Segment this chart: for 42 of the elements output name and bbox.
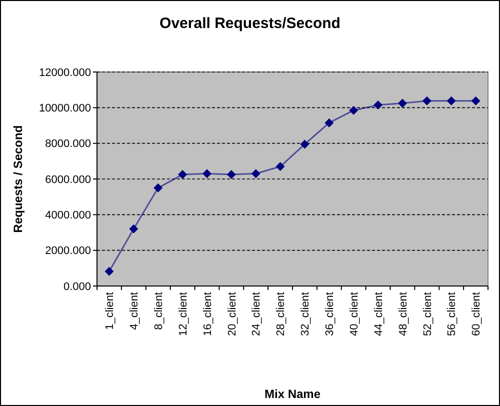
point [202, 169, 212, 178]
point [471, 96, 480, 106]
y-tick-label: 4000.000 [45, 210, 91, 222]
x-tick-label: 12_client [177, 292, 190, 336]
point [374, 100, 383, 110]
y-tick-label: 2000.000 [45, 245, 91, 258]
x-tick-label: 56_client [446, 292, 458, 336]
x-tick-label: 52_client [422, 292, 434, 336]
x-tick-label: 32_client [300, 292, 312, 336]
y-tick-label: 6000.000 [45, 174, 91, 186]
point [129, 224, 138, 234]
point [251, 169, 260, 178]
y-tick-label: 10000.000 [39, 102, 91, 115]
x-tick-label: 36_client [324, 292, 336, 336]
x-tick-label: 4_client [128, 292, 141, 330]
y-tick-label: 12000.000 [39, 66, 91, 79]
y-axis-title: Requests / Second [11, 125, 25, 233]
y-tick-label: 0.000 [63, 280, 91, 293]
point [324, 118, 334, 128]
y-tick-label: 8000.000 [45, 138, 91, 150]
x-tick-label: 8_client [152, 292, 165, 330]
chart-title: Overall Requests/Second [160, 15, 340, 32]
point [276, 162, 285, 172]
point [178, 170, 188, 180]
point [422, 96, 432, 106]
x-axis-title: Mix Name [264, 387, 321, 401]
point [349, 106, 358, 115]
x-tick-label: 48_client [397, 292, 410, 336]
point [446, 96, 456, 106]
point [300, 140, 310, 149]
x-tick-label: 28_client [275, 292, 288, 336]
point [154, 183, 163, 192]
x-tick-label: 60_client [470, 292, 483, 336]
point [104, 266, 114, 276]
x-tick-label: 24_client [250, 292, 263, 336]
x-tick-label: 44_client [372, 292, 385, 336]
x-tick-label: 20_client [226, 292, 238, 336]
x-tick-label: 40_client [348, 292, 360, 336]
point [226, 170, 236, 180]
point [398, 98, 407, 108]
x-tick-label: 1_client [104, 292, 116, 330]
x-tick-label: 16_client [202, 292, 214, 336]
